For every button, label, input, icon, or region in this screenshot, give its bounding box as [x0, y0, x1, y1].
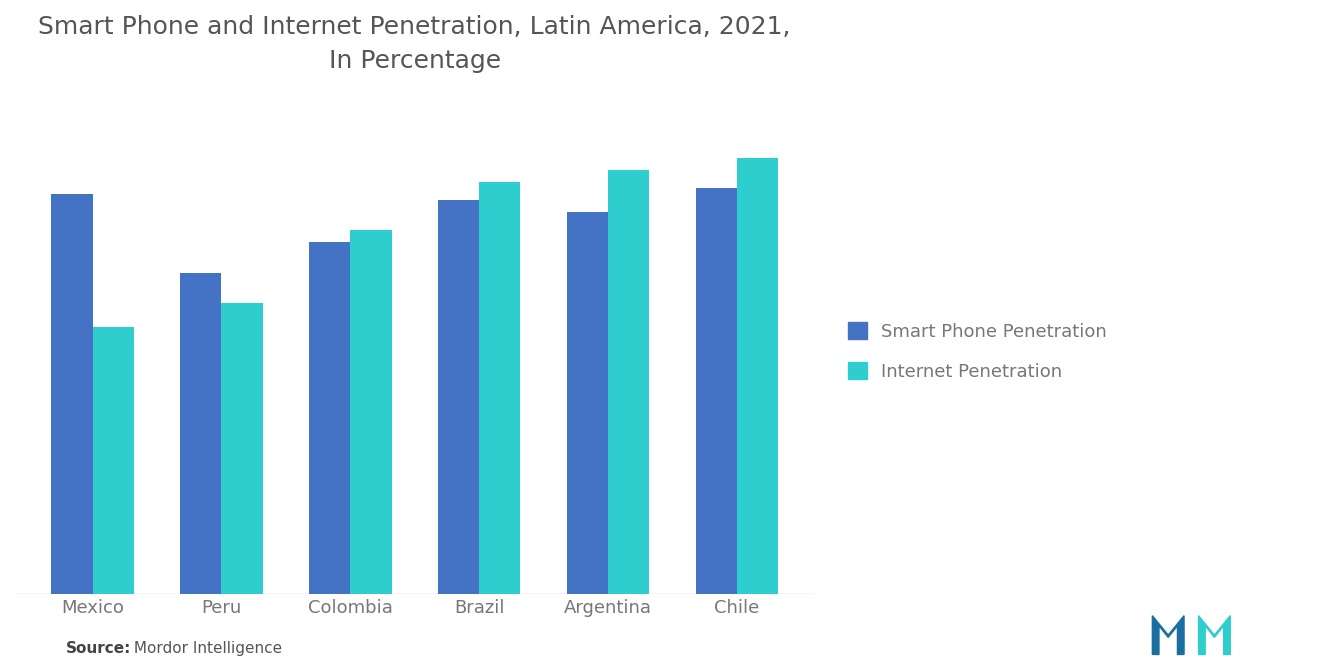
Bar — [309, 243, 350, 594]
Bar — [696, 188, 737, 594]
Bar — [350, 230, 392, 594]
Bar — [438, 200, 479, 594]
Bar — [181, 273, 222, 594]
Bar — [222, 303, 263, 594]
Polygon shape — [1199, 616, 1230, 654]
Bar — [609, 170, 649, 594]
Bar — [737, 158, 777, 594]
Title: Smart Phone and Internet Penetration, Latin America, 2021,
In Percentage: Smart Phone and Internet Penetration, La… — [38, 15, 791, 72]
Legend: Smart Phone Penetration, Internet Penetration: Smart Phone Penetration, Internet Penetr… — [840, 313, 1115, 390]
Bar — [92, 327, 133, 594]
Bar — [479, 182, 520, 594]
Text: Source:: Source: — [66, 641, 132, 656]
Text: Mordor Intelligence: Mordor Intelligence — [129, 641, 282, 656]
Bar — [51, 194, 92, 594]
Bar — [566, 212, 609, 594]
Polygon shape — [1152, 616, 1184, 654]
